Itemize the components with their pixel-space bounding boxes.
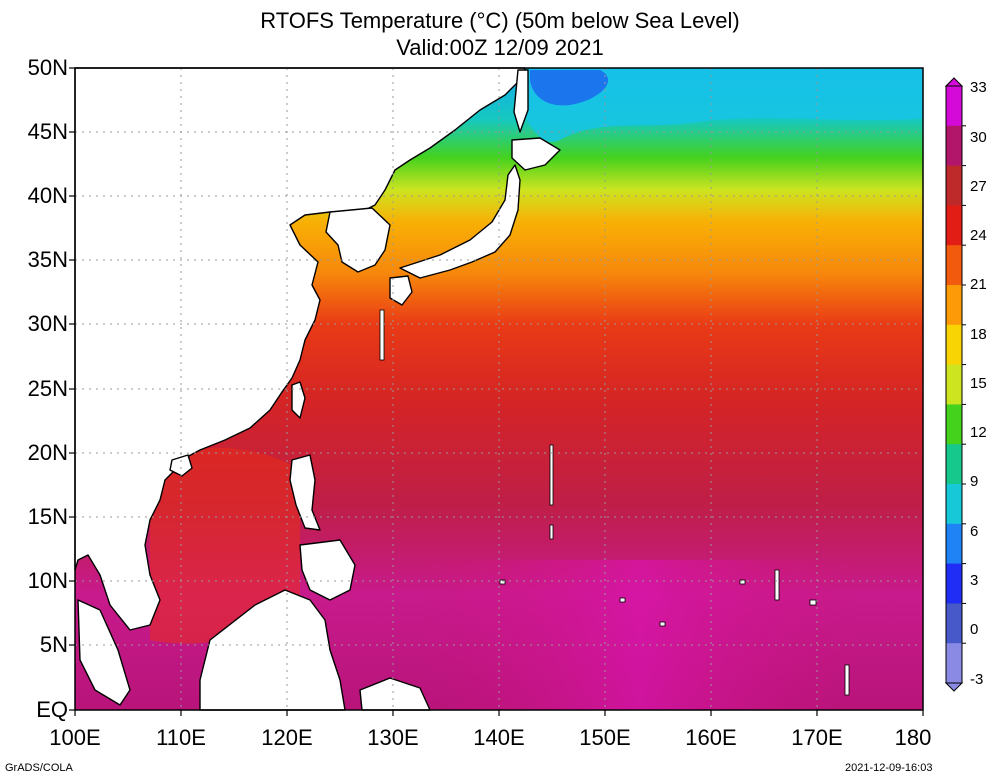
japan-honshu: [399, 164, 521, 279]
colorbar-label: 9: [970, 473, 979, 490]
borneo-island: [199, 589, 346, 711]
lat-label-eq: EQ: [36, 697, 68, 722]
island: [739, 579, 746, 585]
island: [659, 621, 666, 627]
colorbar-segment: [946, 324, 962, 366]
island: [499, 579, 506, 585]
malay-peninsula: [77, 599, 131, 706]
colorbar-segment: [946, 364, 962, 405]
cold-water-region: [520, 68, 923, 142]
island: [809, 599, 817, 606]
lon-label-120e: 120E: [261, 725, 313, 750]
island: [774, 569, 780, 601]
korean-peninsula: [325, 207, 391, 273]
lat-label-5n: 5N: [39, 632, 68, 657]
footer-credit: GrADS/COLA: [5, 762, 73, 774]
colorbar-label: 27: [970, 178, 987, 195]
lon-label-150e: 150E: [579, 725, 631, 750]
map-valid-time: Valid:00Z 12/09 2021: [396, 35, 604, 60]
colorbar-frame: [945, 85, 963, 684]
lon-label-110e: 110E: [156, 725, 206, 750]
lat-label-30n: 30N: [27, 311, 68, 336]
colorbar-segment: [946, 603, 962, 644]
japan-kyushu: [389, 275, 413, 306]
lon-label-100e: 100E: [49, 725, 101, 750]
south-china-sea-region: [150, 447, 300, 644]
lon-label-140e: 140E: [473, 725, 525, 750]
asia-landmass: [74, 67, 526, 631]
colorbar-label: 15: [970, 375, 987, 392]
luzon-island: [289, 454, 321, 531]
colorbar-label: 30: [970, 129, 987, 146]
colorbar-segment: [946, 165, 962, 206]
colorbar-label: 3: [970, 572, 979, 589]
colorbar-segment: [946, 86, 962, 127]
colorbar-segment: [946, 205, 962, 246]
lat-label-15n: 15N: [27, 504, 68, 529]
japan-hokkaido: [511, 137, 561, 171]
warm-pool-region: [420, 560, 860, 710]
lat-label-20n: 20N: [27, 440, 68, 465]
sakhalin-island: [513, 69, 529, 133]
colorbar-label: 6: [970, 523, 979, 540]
lat-label-35n: 35N: [27, 247, 68, 272]
footer-timestamp: 2021-12-09-16:03: [845, 762, 933, 774]
lon-label-130e: 130E: [367, 725, 419, 750]
cold-core-region: [530, 70, 609, 106]
colorbar-segment: [946, 285, 962, 326]
island: [619, 597, 626, 603]
lat-label-25n: 25N: [27, 376, 68, 401]
new-guinea-edge: [359, 677, 431, 711]
island: [379, 309, 385, 361]
colorbar-label: 0: [970, 621, 979, 638]
lon-label-160e: 160E: [685, 725, 737, 750]
colorbar-label: 21: [970, 276, 987, 293]
colorbar-top-arrow: [944, 77, 964, 87]
taiwan-island: [291, 381, 306, 419]
island: [549, 524, 554, 540]
lat-label-10n: 10N: [27, 568, 68, 593]
colorbar-label: 24: [970, 227, 987, 244]
mindanao-island: [299, 539, 356, 601]
colorbar-label: 33: [970, 79, 987, 96]
colorbar-label: -3: [970, 671, 984, 688]
colorbar-label: 12: [970, 424, 987, 441]
island: [549, 444, 554, 506]
lon-label-180: 180: [894, 725, 932, 750]
colorbar-segment: [946, 643, 962, 684]
colorbar-segment: [946, 484, 962, 525]
colorbar-segment: [946, 523, 962, 565]
colorbar-segment: [946, 404, 962, 445]
hainan-island: [169, 454, 193, 477]
colorbar: [944, 77, 966, 692]
colorbar-segment: [946, 444, 962, 485]
lat-label-45n: 45N: [27, 119, 68, 144]
colorbar-segment: [946, 563, 962, 604]
lat-label-40n: 40N: [27, 183, 68, 208]
lat-label-50n: 50N: [27, 55, 68, 80]
colorbar-label: 18: [970, 326, 987, 343]
island: [844, 664, 850, 696]
map-title: RTOFS Temperature (°C) (50m below Sea Le…: [260, 8, 740, 33]
colorbar-bottom-arrow: [944, 682, 964, 692]
colorbar-segment: [946, 245, 962, 286]
lon-label-170e: 170E: [791, 725, 843, 750]
colorbar-segment: [946, 125, 962, 167]
